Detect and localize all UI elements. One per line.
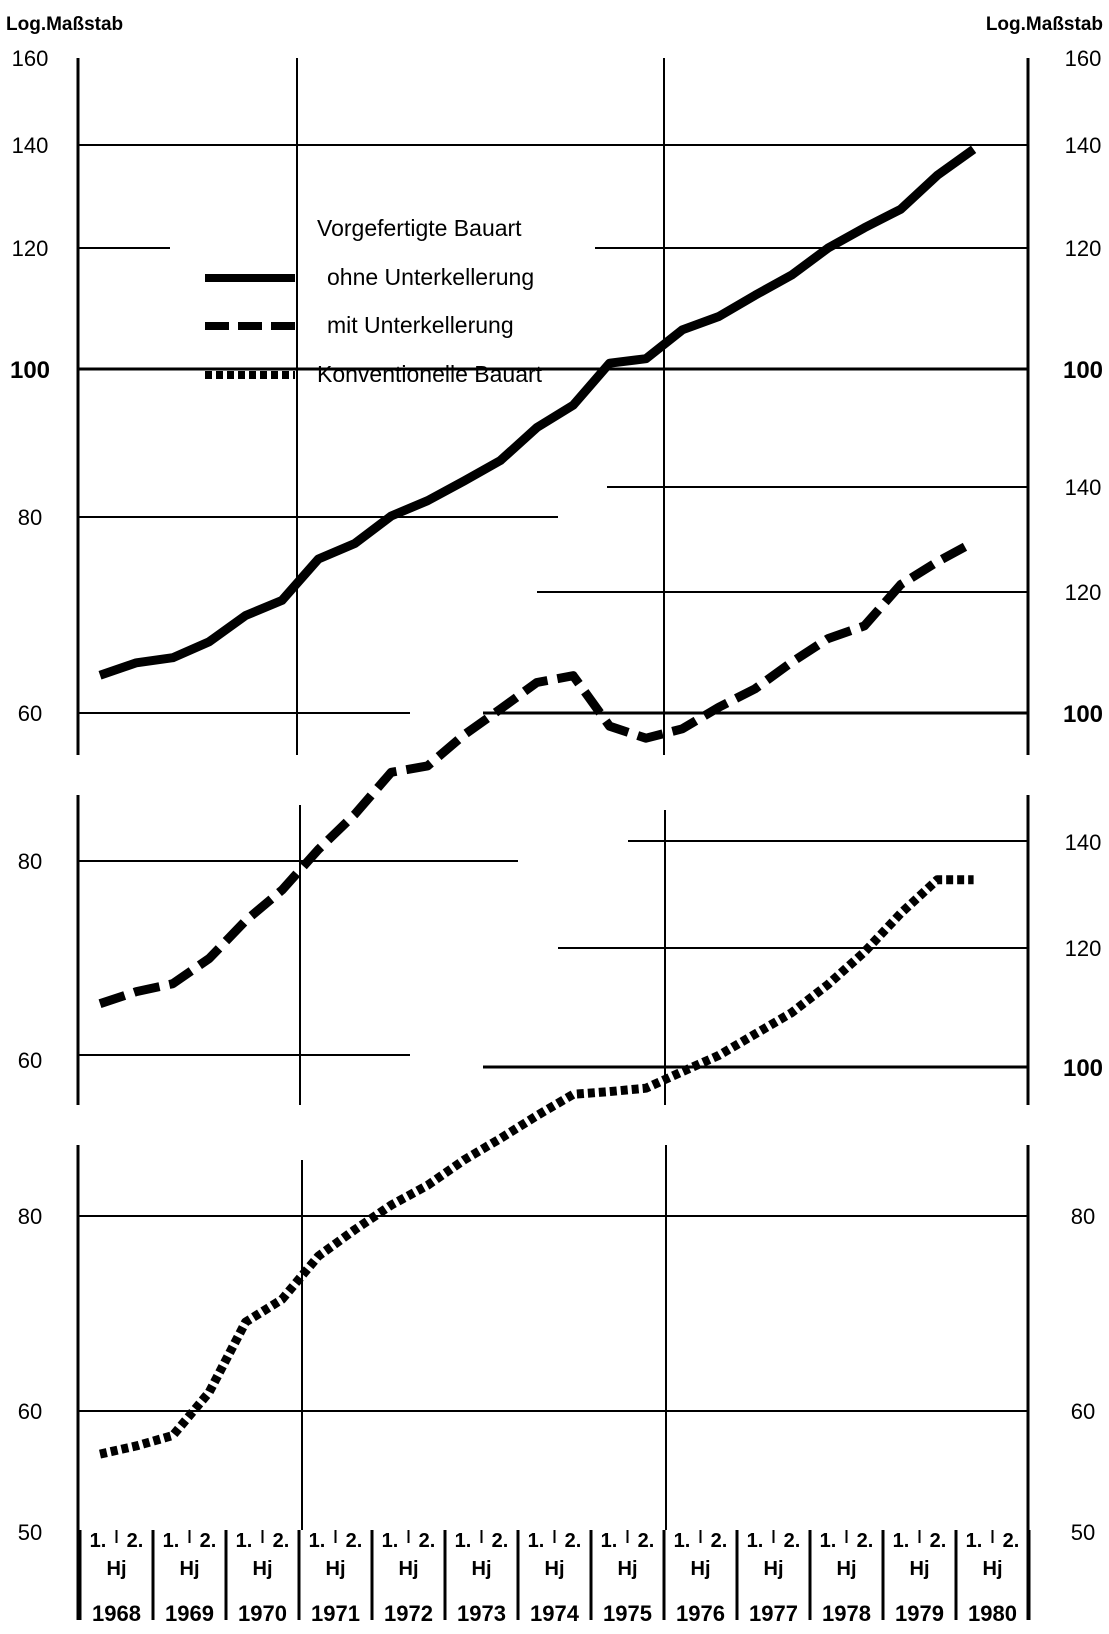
- half-year-unit: Hj: [253, 1558, 273, 1580]
- tick-label: 100: [10, 357, 50, 384]
- half-year-label: 1.: [601, 1530, 618, 1552]
- year-label: 1978: [822, 1601, 871, 1626]
- year-label: 1972: [384, 1601, 433, 1626]
- half-year-label: 1.: [236, 1530, 253, 1552]
- half-year-label: 1.: [309, 1530, 326, 1552]
- tick-label: 60: [18, 1048, 42, 1073]
- half-year-label: 1.: [747, 1530, 764, 1552]
- half-year-label: 2.: [200, 1530, 217, 1552]
- half-year-unit: Hj: [326, 1558, 346, 1580]
- legend-heading: Vorgefertigte Bauart: [317, 215, 522, 241]
- half-year-unit: Hj: [618, 1558, 638, 1580]
- half-year-label: 2.: [784, 1530, 801, 1552]
- half-year-label: 2.: [638, 1530, 655, 1552]
- half-year-label: 2.: [273, 1530, 290, 1552]
- series-layer: [98, 145, 977, 1459]
- tick-label: 140: [1065, 133, 1102, 158]
- tick-label: 100: [1063, 701, 1103, 728]
- tick-label: 80: [18, 849, 42, 874]
- tick-label: 80: [1071, 1204, 1095, 1229]
- half-year-unit: Hj: [837, 1558, 857, 1580]
- half-year-unit: Hj: [399, 1558, 419, 1580]
- series-line-1: [98, 145, 977, 680]
- left-axis-title: Log.Maßstab: [6, 14, 123, 35]
- half-year-label: 1.: [674, 1530, 691, 1552]
- tick-label: 50: [1071, 1520, 1095, 1545]
- legend-label: ohne Unterkellerung: [327, 264, 534, 290]
- half-year-label: 1.: [163, 1530, 180, 1552]
- half-year-label: 2.: [346, 1530, 363, 1552]
- half-year-label: 2.: [419, 1530, 436, 1552]
- tick-label: 50: [18, 1520, 42, 1545]
- half-year-unit: Hj: [764, 1558, 784, 1580]
- tick-label: 140: [1065, 475, 1102, 500]
- year-label: 1975: [603, 1601, 652, 1626]
- tick-label: 120: [12, 236, 49, 261]
- right-axis-title: Log.Maßstab: [986, 14, 1103, 35]
- year-label: 1979: [895, 1601, 944, 1626]
- tick-label: 160: [1065, 46, 1102, 71]
- half-year-label: 1.: [528, 1530, 545, 1552]
- tick-label: 60: [1071, 1399, 1095, 1424]
- tick-label: 100: [1063, 1055, 1103, 1082]
- series-line-3: [99, 875, 974, 1459]
- tick-label: 60: [18, 1399, 42, 1424]
- year-label: 1973: [457, 1601, 506, 1626]
- half-year-unit: Hj: [691, 1558, 711, 1580]
- tick-label: 140: [1065, 830, 1102, 855]
- tick-label: 80: [18, 505, 42, 530]
- half-year-unit: Hj: [180, 1558, 200, 1580]
- year-label: 1977: [749, 1601, 798, 1626]
- half-year-unit: Hj: [472, 1558, 492, 1580]
- half-year-unit: Hj: [107, 1558, 127, 1580]
- tick-label: 120: [1065, 236, 1102, 261]
- half-year-label: 1.: [90, 1530, 107, 1552]
- year-label: 1976: [676, 1601, 725, 1626]
- tick-label: 120: [1065, 580, 1102, 605]
- tick-label: 60: [18, 701, 42, 726]
- left-ticks: 160 140 120 100 80 60 80 60 80 60 50: [10, 46, 50, 1545]
- year-label: 1974: [530, 1601, 580, 1626]
- year-label: 1970: [238, 1601, 287, 1626]
- tick-label: 160: [12, 46, 49, 71]
- year-label: 1971: [311, 1601, 360, 1626]
- legend-label: Konventionelle Bauart: [317, 361, 543, 387]
- year-label: 1969: [165, 1601, 214, 1626]
- half-year-label: 2.: [1003, 1530, 1020, 1552]
- series-line-2: [98, 538, 976, 1008]
- half-year-unit: Hj: [910, 1558, 930, 1580]
- tick-label: 140: [12, 133, 49, 158]
- year-label: 1980: [968, 1601, 1017, 1626]
- half-year-label: 2.: [857, 1530, 874, 1552]
- half-year-unit: Hj: [545, 1558, 565, 1580]
- half-year-label: 1.: [893, 1530, 910, 1552]
- legend: Vorgefertigte Bauart ohne Unterkellerung…: [205, 215, 543, 387]
- tick-label: 120: [1065, 936, 1102, 961]
- tick-label: 100: [1063, 357, 1103, 384]
- year-label: 1968: [92, 1601, 141, 1626]
- half-year-label: 1.: [966, 1530, 983, 1552]
- legend-label: mit Unterkellerung: [327, 312, 514, 338]
- half-year-label: 2.: [127, 1530, 144, 1552]
- half-year-label: 1.: [820, 1530, 837, 1552]
- half-year-label: 1.: [382, 1530, 399, 1552]
- right-ticks: 160 140 120 100 140 120 100 140 120 100 …: [1063, 46, 1103, 1545]
- half-year-label: 2.: [492, 1530, 509, 1552]
- half-year-label: 1.: [455, 1530, 472, 1552]
- half-year-label: 2.: [711, 1530, 728, 1552]
- half-year-label: 2.: [930, 1530, 947, 1552]
- tick-label: 80: [18, 1204, 42, 1229]
- half-year-unit: Hj: [983, 1558, 1003, 1580]
- half-year-label: 2.: [565, 1530, 582, 1552]
